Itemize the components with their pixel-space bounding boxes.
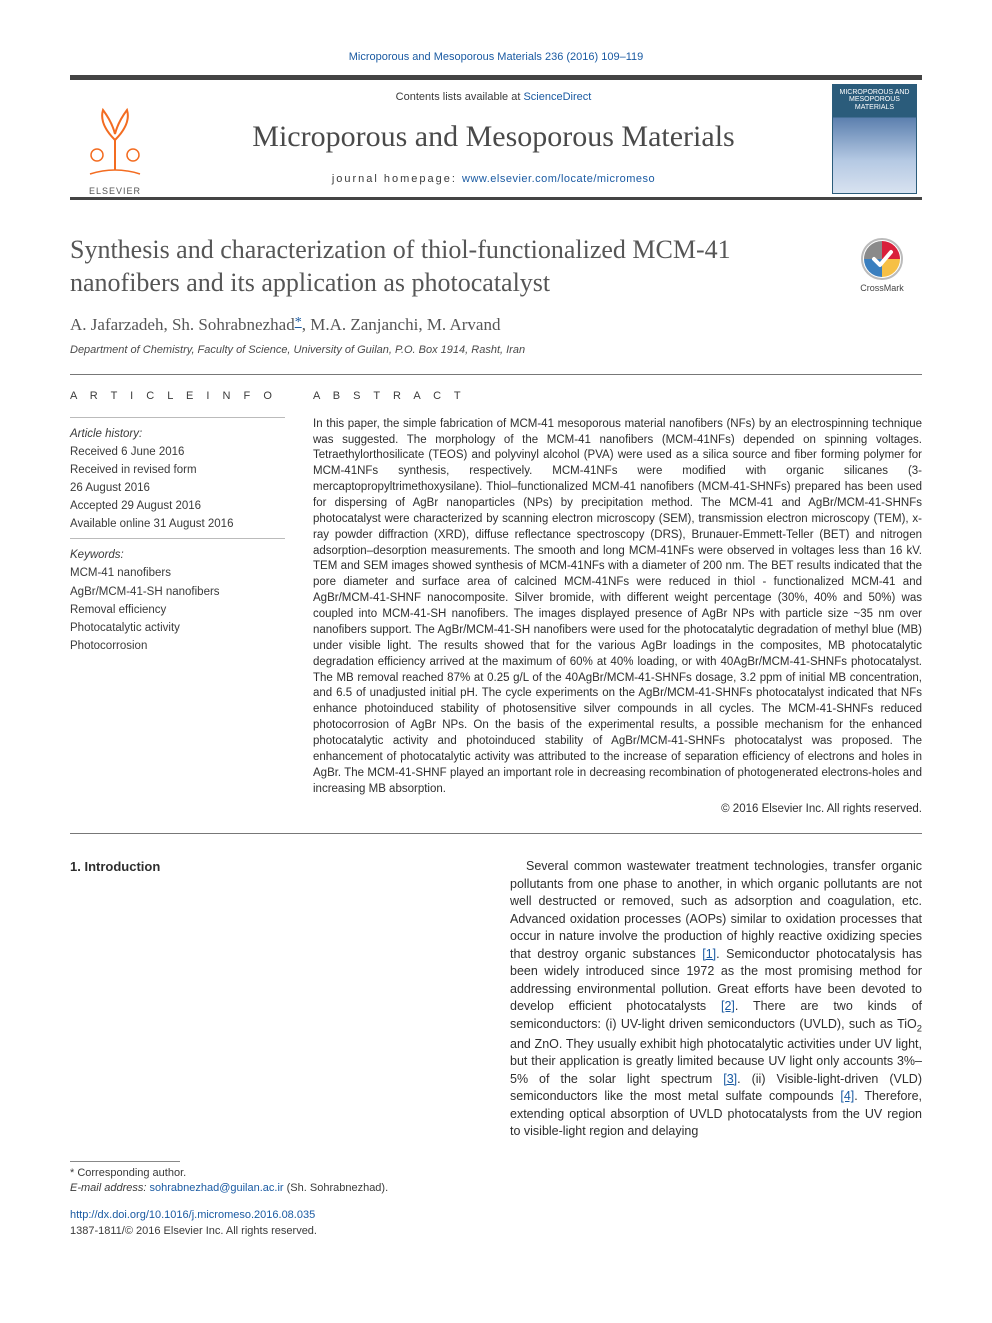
article-info-heading: A R T I C L E I N F O (70, 389, 285, 404)
history-line: 26 August 2016 (70, 480, 285, 496)
crossmark-icon (861, 238, 903, 280)
keyword: Removal efficiency (70, 602, 285, 618)
keyword: MCM-41 nanofibers (70, 565, 285, 581)
publisher-name: ELSEVIER (89, 185, 141, 198)
homepage-label: journal homepage: (332, 173, 462, 185)
doi-block: http://dx.doi.org/10.1016/j.micromeso.20… (70, 1208, 922, 1239)
history-line: Received 6 June 2016 (70, 444, 285, 460)
ref-link-2[interactable]: [2] (721, 999, 735, 1013)
authors-part2: , M.A. Zanjanchi, M. Arvand (302, 315, 501, 334)
divider-above-info (70, 374, 922, 375)
history-line: Received in revised form (70, 462, 285, 478)
info-abstract-row: A R T I C L E I N F O Article history: R… (70, 389, 922, 817)
section-heading-intro: 1. Introduction (70, 858, 482, 876)
ref-link-3[interactable]: [3] (723, 1072, 737, 1086)
email-link[interactable]: sohrabnezhad@guilan.ac.ir (149, 1182, 283, 1194)
abstract-column: A B S T R A C T In this paper, the simpl… (313, 389, 922, 817)
keyword: Photocorrosion (70, 638, 285, 654)
footnote-block: * Corresponding author. E-mail address: … (70, 1161, 922, 1240)
authors-line: A. Jafarzadeh, Sh. Sohrabnezhad*, M.A. Z… (70, 313, 922, 337)
publisher-block: ELSEVIER (70, 80, 160, 197)
masthead: ELSEVIER Contents lists available at Sci… (70, 78, 922, 197)
corresponding-marker-link[interactable]: * (295, 315, 302, 330)
issn-line: 1387-1811/© 2016 Elsevier Inc. All right… (70, 1224, 922, 1239)
corresponding-author-note: * Corresponding author. (70, 1166, 922, 1181)
abstract-copyright: © 2016 Elsevier Inc. All rights reserved… (313, 801, 922, 817)
article-info-column: A R T I C L E I N F O Article history: R… (70, 389, 285, 817)
intro-p1: Several common wastewater treatment tech… (510, 859, 922, 961)
ref-link-4[interactable]: [4] (840, 1089, 854, 1103)
history-line: Available online 31 August 2016 (70, 516, 285, 532)
homepage-line: journal homepage: www.elsevier.com/locat… (170, 172, 817, 187)
contents-line: Contents lists available at ScienceDirec… (170, 90, 817, 105)
journal-title: Microporous and Mesoporous Materials (170, 116, 817, 158)
authors-part1: A. Jafarzadeh, Sh. Sohrabnezhad (70, 315, 295, 334)
abstract-heading: A B S T R A C T (313, 389, 922, 404)
keywords-block: Keywords: MCM-41 nanofibers AgBr/MCM-41-… (70, 547, 285, 654)
homepage-link[interactable]: www.elsevier.com/locate/micromeso (462, 173, 655, 185)
keyword: Photocatalytic activity (70, 620, 285, 636)
doi-link[interactable]: http://dx.doi.org/10.1016/j.micromeso.20… (70, 1209, 315, 1221)
divider-below-abstract (70, 833, 922, 834)
history-label: Article history: (70, 426, 285, 442)
journal-cover-title: MICROPOROUS AND MESOPOROUS MATERIALS (833, 89, 916, 112)
article-title: Synthesis and characterization of thiol-… (70, 234, 828, 299)
footnote-rule (70, 1161, 180, 1162)
journal-cover-thumbnail: MICROPOROUS AND MESOPOROUS MATERIALS (832, 84, 917, 194)
email-label: E-mail address: (70, 1182, 149, 1194)
keyword: AgBr/MCM-41-SH nanofibers (70, 584, 285, 600)
email-line: E-mail address: sohrabnezhad@guilan.ac.i… (70, 1181, 922, 1196)
elsevier-tree-icon (75, 95, 155, 185)
crossmark-badge[interactable]: CrossMark (842, 238, 922, 295)
title-block: Synthesis and characterization of thiol-… (70, 234, 922, 299)
keywords-label: Keywords: (70, 547, 285, 563)
history-line: Accepted 29 August 2016 (70, 498, 285, 514)
info-sep-top (70, 417, 285, 418)
abstract-text: In this paper, the simple fabrication of… (313, 417, 922, 798)
crossmark-label: CrossMark (860, 282, 904, 295)
ref-link-1[interactable]: [1] (702, 947, 716, 961)
sciencedirect-link[interactable]: ScienceDirect (523, 91, 591, 103)
contents-prefix: Contents lists available at (396, 91, 524, 103)
subscript-2: 2 (917, 1023, 922, 1033)
journal-cover: MICROPOROUS AND MESOPOROUS MATERIALS (827, 80, 922, 197)
email-suffix: (Sh. Sohrabnezhad). (287, 1182, 389, 1194)
article-history: Article history: Received 6 June 2016 Re… (70, 426, 285, 533)
citation-link[interactable]: Microporous and Mesoporous Materials 236… (70, 50, 922, 65)
page: Microporous and Mesoporous Materials 236… (0, 0, 992, 1279)
info-sep-mid (70, 538, 285, 539)
masthead-bottom-rule (70, 197, 922, 200)
affiliation: Department of Chemistry, Faculty of Scie… (70, 343, 922, 358)
intro-paragraph: Several common wastewater treatment tech… (510, 858, 922, 1140)
masthead-center: Contents lists available at ScienceDirec… (170, 80, 817, 197)
body-two-column: 1. Introduction Several common wastewate… (70, 858, 922, 1140)
